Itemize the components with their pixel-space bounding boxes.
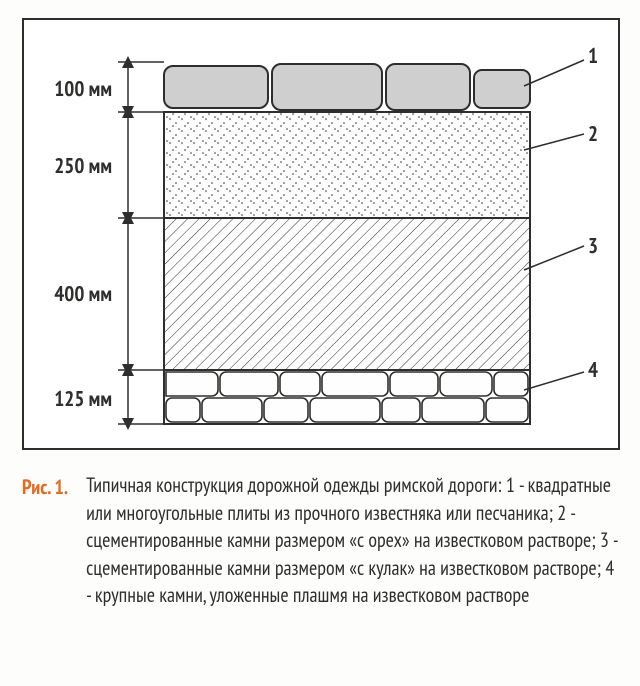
num-1: 1 — [588, 42, 598, 69]
dim-1: 100 мм — [30, 75, 112, 102]
layer-2-dotted — [164, 112, 530, 218]
layer-1-slabs — [164, 64, 530, 110]
figure-caption: Рис. 1. Типичная конструкция дорожной од… — [22, 472, 618, 610]
layer-3-hatched — [164, 218, 530, 370]
num-3: 3 — [588, 232, 598, 259]
figure-label: Рис. 1. — [22, 472, 68, 500]
num-4: 4 — [588, 356, 598, 383]
dim-3: 400 мм — [30, 280, 112, 307]
figure-text: Типичная конструкция дорожной одежды рим… — [86, 472, 618, 610]
dim-2: 250 мм — [30, 152, 112, 179]
layer-4-rubble — [164, 370, 530, 424]
dim-4: 125 мм — [30, 385, 112, 412]
road-section-svg — [24, 20, 618, 448]
num-2: 2 — [588, 120, 598, 147]
diagram-frame: 100 мм 250 мм 400 мм 125 мм 1 2 3 4 — [22, 18, 620, 450]
